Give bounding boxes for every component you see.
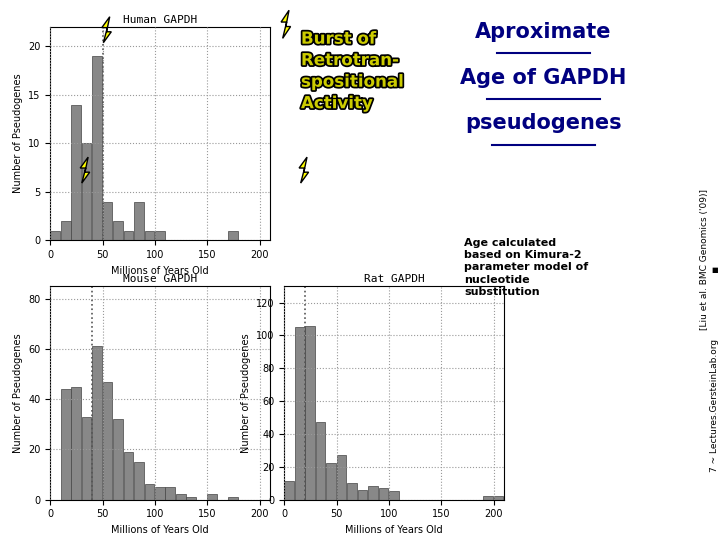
Bar (134, 462, 144, 500)
Bar (228, 497, 238, 500)
Bar (207, 495, 217, 500)
Bar (71, 387, 81, 500)
Bar (134, 201, 144, 240)
Bar (155, 231, 165, 240)
Bar (124, 231, 133, 240)
Text: pseudogenes: pseudogenes (465, 113, 622, 133)
Text: Aproximate: Aproximate (475, 22, 612, 42)
Text: Age calculated
based on Kimura-2
parameter model of
nucleotide
substitution: Age calculated based on Kimura-2 paramet… (464, 238, 589, 297)
Bar (493, 496, 503, 500)
Text: ■: ■ (711, 267, 718, 273)
Bar (124, 452, 133, 500)
Bar (368, 487, 378, 500)
Bar (326, 463, 336, 500)
Bar (145, 231, 154, 240)
Title: Human GAPDH: Human GAPDH (123, 15, 197, 25)
Bar (103, 382, 112, 500)
Text: Age of GAPDH: Age of GAPDH (460, 68, 627, 87)
X-axis label: Millions of Years Old: Millions of Years Old (112, 525, 209, 535)
Bar (305, 326, 315, 500)
Bar (483, 496, 492, 500)
Y-axis label: Number of Pseudogenes: Number of Pseudogenes (13, 74, 23, 193)
Bar (358, 490, 367, 500)
Bar (50, 231, 60, 240)
Bar (61, 389, 71, 500)
Text: Burst of
Retrotran-
spositional
Activity: Burst of Retrotran- spositional Activity (301, 30, 403, 112)
Bar (379, 488, 388, 500)
Bar (61, 221, 71, 240)
Bar (337, 455, 346, 500)
Bar (145, 484, 154, 500)
X-axis label: Millions of Years Old: Millions of Years Old (346, 525, 443, 535)
Bar (113, 419, 123, 500)
Bar (295, 327, 305, 500)
Text: [Liu et al. BMC Genomics ('09)]: [Liu et al. BMC Genomics ('09)] (700, 188, 708, 330)
Bar (228, 231, 238, 240)
Bar (82, 143, 91, 240)
X-axis label: Millions of Years Old: Millions of Years Old (112, 266, 209, 275)
Bar (284, 482, 294, 500)
Bar (92, 347, 102, 500)
Title: Rat GAPDH: Rat GAPDH (364, 274, 425, 284)
Y-axis label: Number of Pseudogenes: Number of Pseudogenes (13, 333, 23, 453)
Bar (186, 497, 196, 500)
Bar (166, 487, 175, 500)
Text: 7 ~ Lectures.GersteinLab.org: 7 ~ Lectures.GersteinLab.org (710, 339, 719, 471)
Bar (113, 221, 123, 240)
Bar (176, 495, 186, 500)
Bar (347, 483, 357, 500)
Bar (82, 417, 91, 500)
Bar (103, 201, 112, 240)
Title: Mouse GAPDH: Mouse GAPDH (123, 274, 197, 284)
Bar (389, 491, 399, 500)
Bar (155, 487, 165, 500)
Bar (92, 56, 102, 240)
Y-axis label: Number of Pseudogenes: Number of Pseudogenes (240, 333, 251, 453)
Bar (316, 422, 325, 500)
Bar (71, 105, 81, 240)
